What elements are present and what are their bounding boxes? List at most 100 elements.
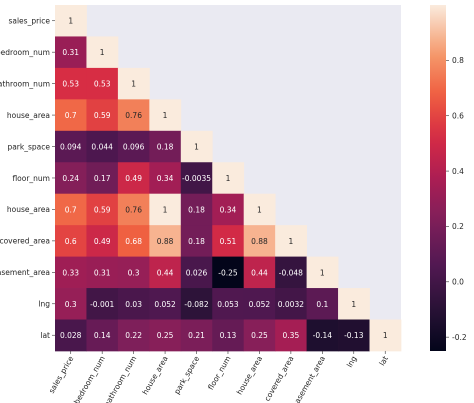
heatmap-cell: [338, 319, 370, 352]
x-tick-label: lng: [345, 354, 359, 369]
cell-value-label: -0.048: [279, 268, 303, 277]
heatmap-cell: [149, 99, 182, 132]
heatmap-cell: [180, 130, 213, 163]
cell-value-label: 0.7: [65, 111, 77, 120]
cell-value-label: 1: [288, 237, 293, 246]
heatmap-cell: [117, 130, 150, 163]
cell-value-label: 0.68: [125, 237, 142, 246]
cell-value-label: 0.13: [220, 331, 237, 340]
cell-value-label: 0.44: [157, 268, 174, 277]
cell-value-label: 0.3: [65, 300, 77, 309]
heatmap-cell: [117, 225, 150, 257]
x-tick-label: bedroom_num: [72, 354, 107, 403]
cell-value-label: 0.34: [220, 205, 237, 214]
y-tick-label: floor_num: [12, 174, 50, 183]
x-tick-label: basement_area: [290, 354, 327, 403]
heatmap-cell: [275, 319, 307, 352]
x-tick-label: sales_price: [47, 354, 76, 395]
heatmap-cell: [243, 193, 276, 226]
heatmap-cell: [86, 162, 119, 195]
cell-value-label: 0.026: [186, 268, 208, 277]
cell-value-label: 0.25: [251, 331, 268, 340]
heatmap-cell: [86, 67, 119, 100]
heatmap-cell: [117, 193, 150, 226]
cell-value-label: -0.14: [313, 331, 333, 340]
cell-value-label: -0.082: [184, 300, 208, 309]
heatmap-cell: [86, 193, 119, 226]
heatmap-cell: [55, 67, 87, 100]
cell-value-label: 0.0032: [278, 300, 304, 309]
x-tick-label: covered_area: [263, 354, 296, 402]
heatmap-cell: [149, 130, 182, 163]
y-tick-label: covered_area: [0, 237, 50, 246]
cell-value-label: -0.13: [344, 331, 364, 340]
heatmap-cell: [86, 225, 119, 257]
x-tick-label: house_area: [140, 354, 169, 396]
heatmap-cell: [117, 256, 150, 289]
heatmap-cell: [86, 256, 119, 289]
y-tick-label: lat: [40, 331, 50, 340]
cell-value-label: 0.76: [125, 205, 142, 214]
heatmap-cell: [117, 162, 150, 195]
cell-value-label: 0.094: [60, 143, 82, 152]
cell-value-label: 0.59: [94, 111, 111, 120]
cell-value-label: 1: [100, 48, 105, 57]
heatmap-cell: [55, 193, 87, 226]
cell-value-label: -0.25: [218, 268, 238, 277]
colorbar-tick-label: 0.8: [452, 56, 464, 65]
y-tick-label: house_area: [7, 205, 50, 214]
cell-value-label: 0.096: [123, 143, 145, 152]
cell-value-label: 0.49: [125, 174, 142, 183]
cell-value-label: 0.53: [62, 80, 79, 89]
heatmap-cell: [212, 319, 245, 352]
heatmap-cell: [180, 256, 213, 289]
heatmap-cell: [55, 130, 87, 163]
cell-value-label: 1: [163, 205, 168, 214]
cell-value-label: -0.0035: [182, 174, 211, 183]
heatmap-cell: [212, 193, 245, 226]
cell-value-label: 0.22: [125, 331, 142, 340]
heatmap-cell: [86, 99, 119, 132]
heatmap-cell: [117, 319, 150, 352]
heatmap-cell: [243, 256, 276, 289]
heatmap-cell: [180, 162, 213, 195]
cell-value-label: 0.1: [316, 300, 328, 309]
cell-value-label: 0.052: [249, 300, 271, 309]
colorbar-tick-label: 0.4: [452, 167, 464, 176]
cell-value-label: 0.59: [94, 205, 111, 214]
cell-value-label: 0.044: [91, 143, 113, 152]
cell-value-label: 0.88: [251, 237, 268, 246]
heatmap-cell: [306, 288, 339, 320]
heatmap-cell: [306, 256, 339, 289]
y-tick-label: park_space: [7, 142, 50, 151]
cell-value-label: 0.18: [188, 237, 205, 246]
heatmap-cell: [243, 225, 276, 257]
cell-value-label: 0.18: [188, 205, 205, 214]
heatmap-cell: [306, 319, 339, 352]
heatmap-cell: [212, 256, 245, 289]
x-tick-label: lat: [377, 354, 390, 367]
heatmap-cell: [369, 319, 402, 352]
cell-value-label: 0.6: [65, 237, 77, 246]
colorbar-tick-label: 0.6: [452, 112, 464, 121]
cell-value-label: 0.35: [283, 331, 300, 340]
heatmap-cell: [149, 319, 182, 352]
y-tick-label: bedroom_num: [0, 48, 50, 57]
heatmap-cell: [55, 5, 87, 37]
x-tick-label: house_area: [235, 354, 264, 396]
cell-value-label: 0.76: [125, 111, 142, 120]
cell-value-label: 1: [226, 174, 231, 183]
heatmap-cell: [149, 162, 182, 195]
heatmap-cell: [55, 288, 87, 320]
y-tick-label: lng: [38, 300, 50, 309]
cell-value-label: 0.052: [154, 300, 176, 309]
heatmap-cell: [86, 130, 119, 163]
cell-value-label: 1: [131, 80, 136, 89]
y-tick-label: basement_area: [0, 268, 50, 277]
cell-value-label: 0.028: [60, 331, 82, 340]
heatmap-cell: [212, 288, 245, 320]
heatmap-cell: [55, 319, 87, 352]
colorbar-tick-label: 0.2: [452, 222, 464, 231]
heatmap-cells: 10.31 10.53 0.53 10.7 0.59 0.76 10.094 0.044 0.0…: [55, 5, 402, 352]
